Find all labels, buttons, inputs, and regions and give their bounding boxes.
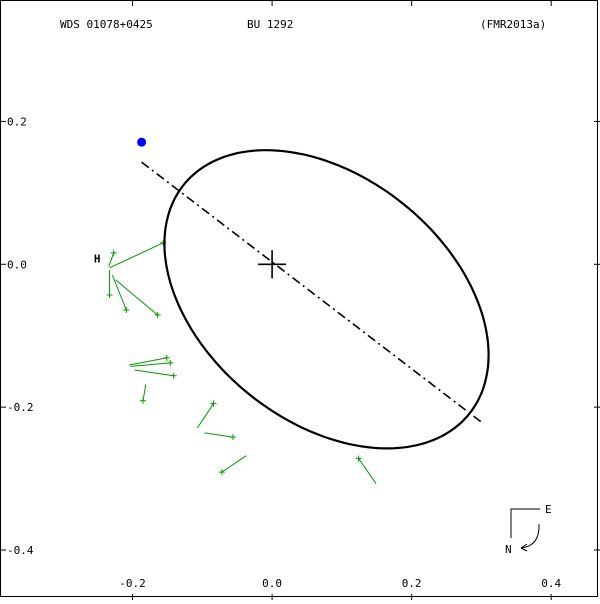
orientation-indicator: E N (505, 503, 552, 556)
discoverer-label: BU 1292 (247, 18, 293, 31)
observation-point (218, 469, 225, 476)
y-tick-label: 0.0 (7, 258, 27, 271)
east-label: E (545, 503, 552, 516)
observation-point (123, 307, 130, 313)
y-tick-label: -0.4 (7, 544, 34, 557)
residual-line (134, 369, 174, 377)
y-tick-label: 0.2 (7, 115, 27, 128)
observation-point (170, 372, 177, 379)
residual-line (109, 242, 164, 269)
observation-point (167, 359, 174, 366)
observation-point (230, 434, 237, 441)
reference-label: (FMR2013a) (480, 18, 546, 31)
observation-point (355, 455, 362, 462)
residual-line (108, 252, 115, 267)
observation-point (140, 397, 147, 404)
wds-id-label: WDS 01078+0425 (60, 18, 153, 31)
line-of-nodes (141, 161, 482, 423)
residual-line (221, 455, 247, 473)
observation-point (106, 292, 113, 298)
residual-line (115, 279, 158, 316)
x-tick-label: 0.4 (541, 577, 561, 590)
x-tick-label: -0.2 (119, 577, 146, 590)
orbit-ellipse (163, 149, 490, 450)
observation-point (110, 249, 117, 256)
observation-point (210, 400, 217, 407)
y-tick-label: -0.2 (7, 401, 34, 414)
residual-line (358, 458, 377, 484)
residual-line (204, 432, 234, 438)
residual-lines (106, 239, 377, 484)
x-tick-label: 0.0 (262, 577, 282, 590)
x-tick-label: 0.2 (402, 577, 422, 590)
residual-line (128, 357, 167, 366)
rotation-arrowhead (520, 543, 528, 552)
residual-line (130, 362, 171, 367)
history-marker: H (94, 252, 101, 265)
orientation-axes (510, 508, 540, 538)
current-position-marker (137, 137, 147, 147)
residual-line (197, 403, 214, 429)
primary-star-marker (258, 250, 287, 279)
observation-point (163, 354, 170, 361)
north-label: N (505, 543, 512, 556)
observation-point (154, 312, 161, 318)
residual-line (111, 274, 127, 311)
rotation-arrow (520, 523, 540, 549)
